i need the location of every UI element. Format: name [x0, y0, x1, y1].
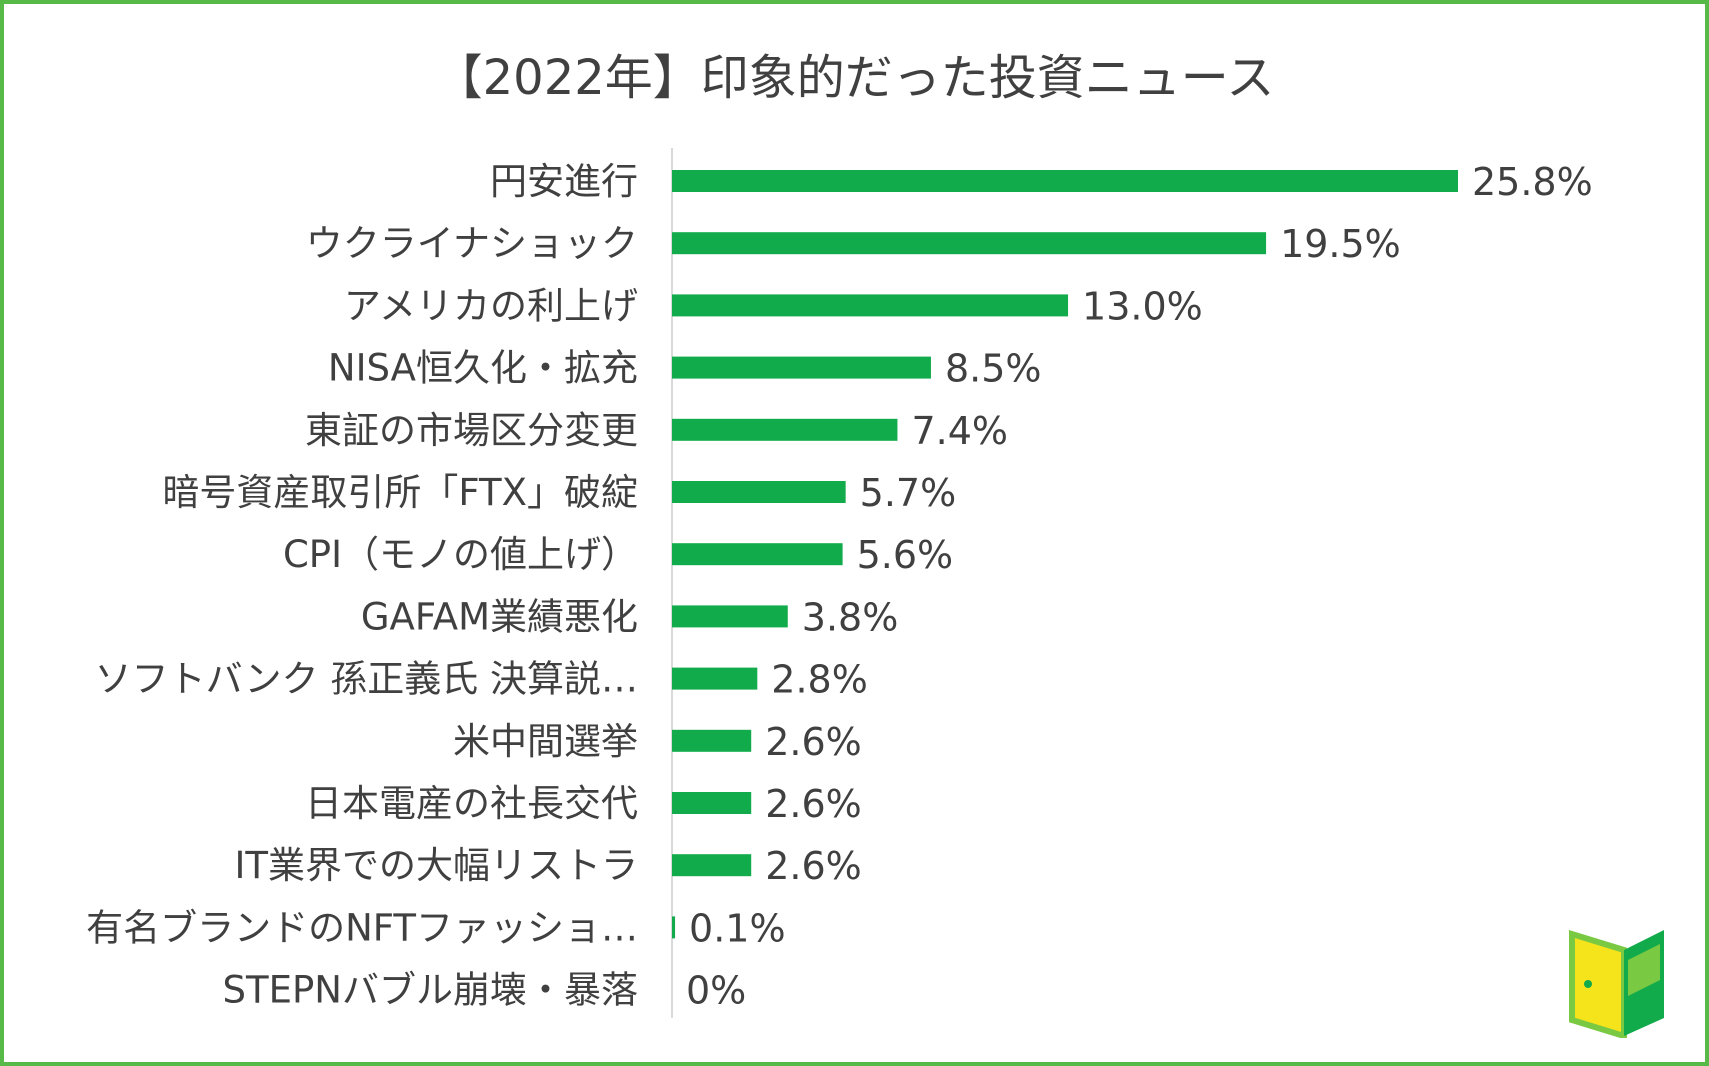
- category-label: ソフトバンク 孫正義氏 決算説…: [95, 658, 638, 701]
- bar: [672, 854, 752, 877]
- bar: [672, 543, 843, 566]
- data-label: 5.7%: [860, 471, 957, 515]
- category-label: IT業界での大幅リストラ: [234, 844, 638, 887]
- bar: [672, 232, 1267, 255]
- data-label: 2.6%: [765, 782, 862, 826]
- data-label: 2.8%: [771, 658, 868, 702]
- data-label: 19.5%: [1280, 222, 1401, 266]
- door-logo-icon: [1569, 929, 1664, 1038]
- category-label: 日本電産の社長交代: [305, 782, 638, 825]
- data-label: 0.1%: [689, 906, 786, 950]
- data-label: 5.6%: [857, 533, 954, 577]
- chart-title: 【2022年】印象的だった投資ニュース: [434, 50, 1275, 106]
- bar: [672, 356, 931, 379]
- data-label: 7.4%: [911, 409, 1008, 453]
- category-label: 米中間選挙: [453, 720, 638, 763]
- category-label: 円安進行: [490, 160, 638, 203]
- bar: [672, 170, 1458, 192]
- category-label: 有名ブランドのNFTファッショ…: [86, 906, 638, 949]
- bar: [672, 667, 758, 690]
- bar: [672, 294, 1069, 317]
- data-label: 0%: [686, 969, 746, 1013]
- bar: [672, 481, 846, 503]
- category-label: GAFAM業績悪化: [361, 595, 638, 638]
- data-label: 2.6%: [765, 720, 862, 764]
- category-label: CPI（モノの値上げ）: [283, 533, 638, 576]
- bar: [672, 792, 752, 814]
- bar: [672, 916, 676, 939]
- data-label: 8.5%: [945, 347, 1042, 391]
- category-label: アメリカの利上げ: [344, 284, 638, 327]
- category-label: NISA恒久化・拡充: [328, 347, 638, 390]
- bar: [672, 418, 898, 441]
- data-label: 13.0%: [1082, 284, 1203, 328]
- category-label: 東証の市場区分変更: [305, 409, 638, 452]
- category-label: STEPNバブル崩壊・暴落: [223, 969, 638, 1012]
- data-label: 2.6%: [765, 844, 862, 888]
- category-label: ウクライナショック: [306, 222, 638, 265]
- data-label: 3.8%: [802, 595, 899, 639]
- data-label: 25.8%: [1472, 160, 1593, 204]
- category-label: 暗号資産取引所「FTX」破綻: [162, 471, 638, 514]
- bar: [672, 605, 788, 628]
- bar: [672, 729, 752, 752]
